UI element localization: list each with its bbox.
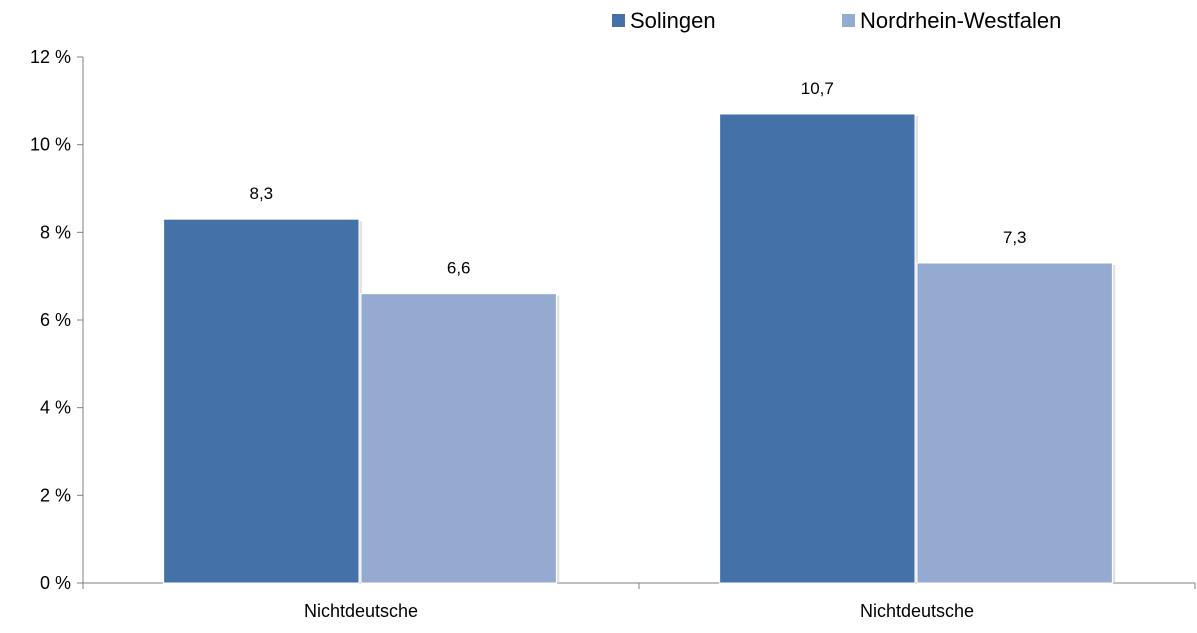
legend-swatch [842,14,855,27]
data-label: 6,6 [447,259,471,278]
data-label: 7,3 [1003,228,1027,247]
data-label: 10,7 [801,79,834,98]
x-category-label: Nichtdeutsche [304,601,418,621]
y-tick-label: 12 % [30,47,71,67]
x-category-label: Nichtdeutsche [860,601,974,621]
bar-nordrhein-westfalen [916,262,1113,584]
bars [163,113,1116,584]
legend-label: Nordrhein-Westfalen [860,8,1061,33]
y-tick-label: 10 % [30,135,71,155]
y-tick-label: 8 % [40,222,71,242]
y-tick-label: 2 % [40,485,71,505]
y-tick-label: 6 % [40,310,71,330]
legend-swatch [612,14,625,27]
legend-label: Solingen [630,8,716,33]
data-label: 8,3 [249,184,273,203]
labels: 8,3 6,6 Nichtdeutsche 10,7 7,3 Nichtdeutsche [249,79,1026,621]
y-tick-label: 0 % [40,573,71,593]
y-tick-label: 4 % [40,398,71,418]
bar-nordrhein-westfalen [360,293,557,584]
bar-solingen [719,113,916,584]
legend: Solingen Nordrhein-Westfalen [612,8,1061,33]
bar-solingen [163,218,360,584]
